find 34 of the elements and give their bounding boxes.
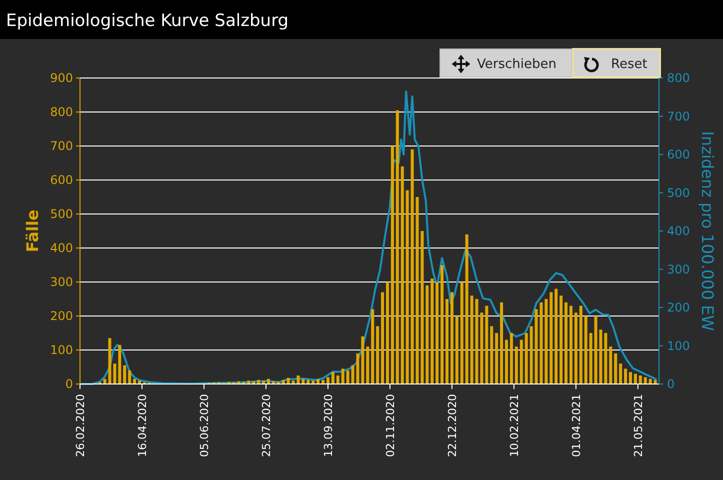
y-tick-label: 600 xyxy=(50,173,73,187)
y2-tick-label: 600 xyxy=(667,148,690,162)
y2-tick-label: 300 xyxy=(667,262,690,276)
y-tick-label: 500 xyxy=(50,207,73,221)
chart-title: Epidemiologische Kurve Salzburg xyxy=(6,11,289,31)
y2-tick-label: 500 xyxy=(667,186,690,200)
y-tick-label: 400 xyxy=(50,241,73,255)
reset-button: Reset xyxy=(572,48,661,78)
x-tick-label: 21.05.2021 xyxy=(632,394,645,457)
y2-tick-label: 700 xyxy=(667,109,690,124)
x-tick-label: 02.11.2020 xyxy=(384,394,397,457)
y-tick-label: 300 xyxy=(50,275,73,289)
x-tick-label: 22.12.2020 xyxy=(446,394,459,457)
y-tick-label: 200 xyxy=(50,309,73,323)
x-tick-label: 05.06.2020 xyxy=(198,394,211,457)
x-tick-label: 10.02.2021 xyxy=(508,394,521,457)
x-tick-label: 16.04.2020 xyxy=(136,394,149,457)
y2-tick-label: 800 xyxy=(667,71,690,85)
y2-tick-label: 200 xyxy=(667,300,690,314)
y-tick-label: 0 xyxy=(65,377,73,391)
y2-tick-label: 400 xyxy=(667,224,690,238)
y-tick-label: 100 xyxy=(50,343,73,357)
x-tick-label: 26.02.2020 xyxy=(74,394,87,457)
x-tick-label: 01.04.2021 xyxy=(570,394,583,457)
y2-axis-title: Inzidenz pro 100.000 EW xyxy=(698,131,717,332)
x-tick-label: 25.07.2020 xyxy=(260,394,273,457)
x-tick-label: 13.09.2020 xyxy=(322,394,335,457)
y-axis-title: Fälle xyxy=(23,210,42,252)
y2-tick-label: 100 xyxy=(667,338,690,353)
move-button: Verschieben xyxy=(440,48,572,78)
y2-tick-label: 0 xyxy=(667,377,675,391)
y-tick-label: 900 xyxy=(50,71,73,85)
y-tick-label: 800 xyxy=(50,105,73,119)
y-tick-label: 700 xyxy=(50,139,73,153)
